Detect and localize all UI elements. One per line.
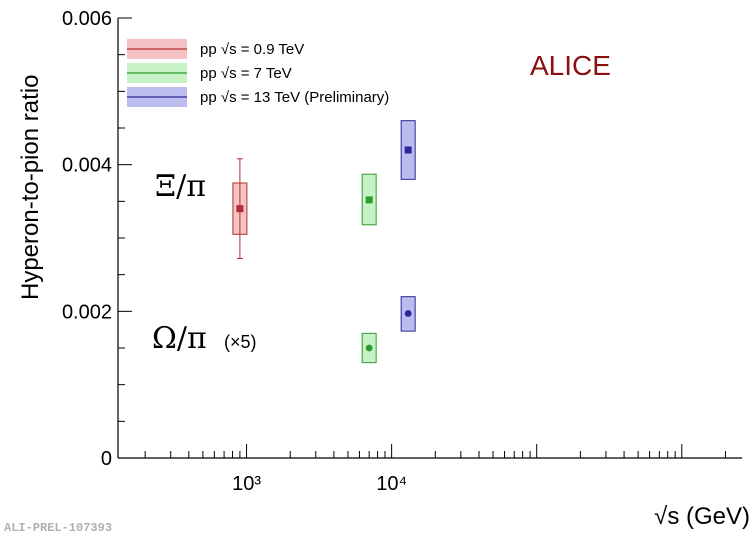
omega-pi-label: Ω/π bbox=[152, 321, 207, 356]
x-tick-label: 10³ bbox=[232, 473, 261, 495]
legend: pp √s = 0.9 TeV pp √s = 7 TeV pp √s = 13 T… bbox=[127, 39, 389, 107]
x-tick-label: 10⁴ bbox=[376, 473, 407, 495]
y-tick-label: 0.006 bbox=[62, 8, 112, 30]
experiment-label: ALICE bbox=[530, 50, 611, 81]
x-axis-title: √s (GeV) bbox=[654, 503, 750, 530]
legend-entry: pp √s = 13 TeV (Preliminary) bbox=[127, 87, 389, 107]
legend-label: pp √s = 7 TeV bbox=[200, 65, 292, 82]
marker-square bbox=[236, 205, 244, 213]
omega-scale-label: (×5) bbox=[224, 332, 257, 352]
legend-entry: pp √s = 0.9 TeV bbox=[127, 39, 304, 59]
legend-label: pp √s = 0.9 TeV bbox=[200, 41, 304, 58]
data-marks bbox=[232, 120, 416, 364]
y-axis-title: Hyperon-to-pion ratio bbox=[17, 75, 44, 300]
marker-square bbox=[365, 196, 373, 204]
y-tick-label: 0.004 bbox=[62, 155, 112, 177]
xi-pi-label: Ξ/π bbox=[155, 169, 206, 204]
marker-circle bbox=[404, 310, 412, 317]
data-point bbox=[232, 158, 248, 260]
data-point bbox=[361, 332, 377, 364]
marker-square bbox=[404, 146, 412, 154]
y-tick-label: 0 bbox=[101, 448, 112, 470]
y-tick-label: 0.002 bbox=[62, 301, 112, 323]
data-point bbox=[400, 296, 416, 332]
legend-entry: pp √s = 7 TeV bbox=[127, 63, 292, 83]
footer-label: ALI-PREL-107393 bbox=[4, 521, 112, 535]
data-point bbox=[361, 173, 377, 226]
legend-label: pp √s = 13 TeV (Preliminary) bbox=[200, 89, 389, 106]
axes: 0 0.002 0.004 0.006 10³ 10⁴ bbox=[62, 8, 742, 495]
marker-circle bbox=[365, 344, 373, 352]
data-point bbox=[400, 120, 416, 180]
